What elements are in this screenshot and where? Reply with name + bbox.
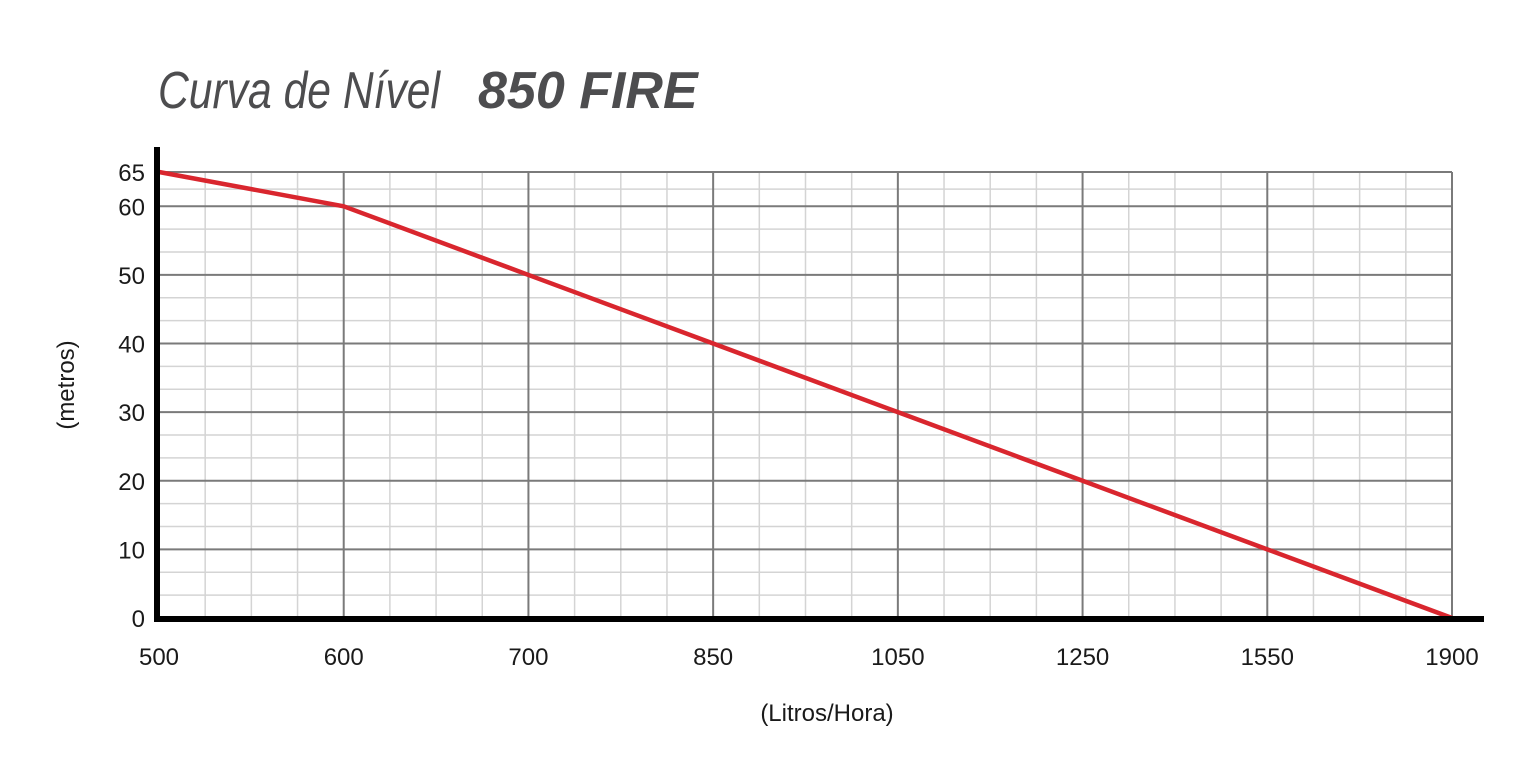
minor-grid	[159, 172, 1452, 618]
x-tick-label: 850	[693, 644, 733, 671]
y-tick-label: 0	[132, 606, 145, 633]
series-line	[156, 169, 1455, 621]
y-tick-label: 40	[118, 332, 145, 359]
x-tick-label: 1250	[1056, 644, 1109, 671]
y-axis-label: (metros)	[53, 340, 80, 429]
chart-title-model: 850 FIRE	[478, 62, 699, 120]
y-tick-label: 20	[118, 469, 145, 496]
y-tick-labels: 0 10 20 30 40 50 60 65	[118, 160, 145, 633]
y-tick-label: 30	[118, 400, 145, 427]
axes	[154, 147, 1484, 622]
y-tick-label: 10	[118, 537, 145, 564]
x-tick-label: 1050	[871, 644, 924, 671]
x-tick-label: 500	[139, 644, 179, 671]
series-layer	[156, 169, 1455, 621]
x-tick-labels: 500 600 700 850 1050 1250 1550 1900	[139, 644, 1479, 671]
x-tick-label: 600	[324, 644, 364, 671]
chart-title-prefix: Curva de Nível	[158, 62, 441, 120]
y-tick-label: 50	[118, 263, 145, 290]
x-tick-label: 1550	[1241, 644, 1294, 671]
y-tick-label: 65	[118, 160, 145, 187]
y-tick-label: 60	[118, 194, 145, 221]
x-axis-label: (Litros/Hora)	[760, 700, 893, 727]
x-tick-label: 1900	[1425, 644, 1478, 671]
major-grid	[159, 171, 1453, 618]
chart-title: Curva de Nível 850 FIRE	[158, 62, 699, 120]
x-tick-label: 700	[508, 644, 548, 671]
